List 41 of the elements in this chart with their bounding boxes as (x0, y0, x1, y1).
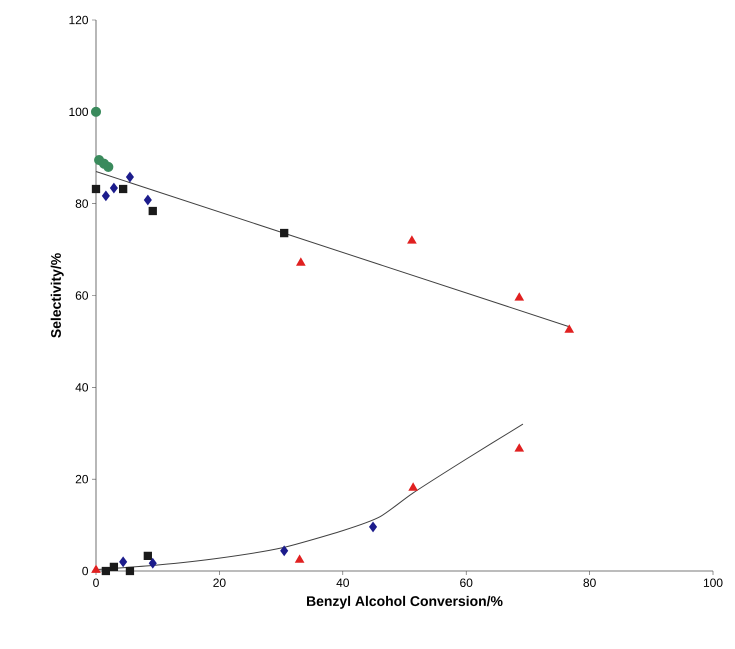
x-axis-title: Benzyl Alcohol Conversion/% (307, 596, 503, 609)
point (92, 184, 100, 194)
point (295, 554, 304, 563)
point (296, 258, 306, 266)
y-tick-label: 120 (69, 16, 88, 24)
point (148, 558, 157, 568)
point (126, 566, 134, 576)
y-tick-label: 0 (82, 566, 88, 576)
point (103, 162, 114, 172)
point (92, 565, 100, 573)
point (408, 482, 418, 491)
y-tick-label: 80 (76, 199, 88, 208)
point (102, 566, 110, 576)
y-tick-label: 20 (76, 474, 88, 484)
y-axis-title: Selectivity/% (50, 253, 64, 338)
y-tick-label: 60 (76, 291, 88, 300)
point (119, 556, 128, 567)
point (110, 562, 118, 572)
point (102, 190, 110, 201)
x-tick-label: 40 (336, 578, 349, 587)
point (90, 106, 102, 117)
point (126, 172, 134, 182)
x-tick-label: 80 (583, 578, 596, 587)
point (514, 444, 524, 452)
x-tick-label: 0 (93, 578, 99, 587)
point (144, 552, 152, 560)
point (144, 194, 152, 206)
x-tick-label: 20 (213, 578, 226, 587)
point (407, 236, 416, 244)
point (369, 522, 377, 532)
x-tick-label: 100 (704, 578, 723, 587)
point (148, 206, 157, 216)
point (280, 546, 288, 556)
point (118, 184, 128, 194)
point (514, 292, 524, 301)
y-tick-label: 100 (69, 108, 88, 116)
point (280, 228, 288, 238)
point (110, 183, 118, 194)
y-tick-label: 40 (75, 383, 88, 392)
point (564, 324, 574, 333)
x-tick-label: 60 (460, 578, 472, 587)
